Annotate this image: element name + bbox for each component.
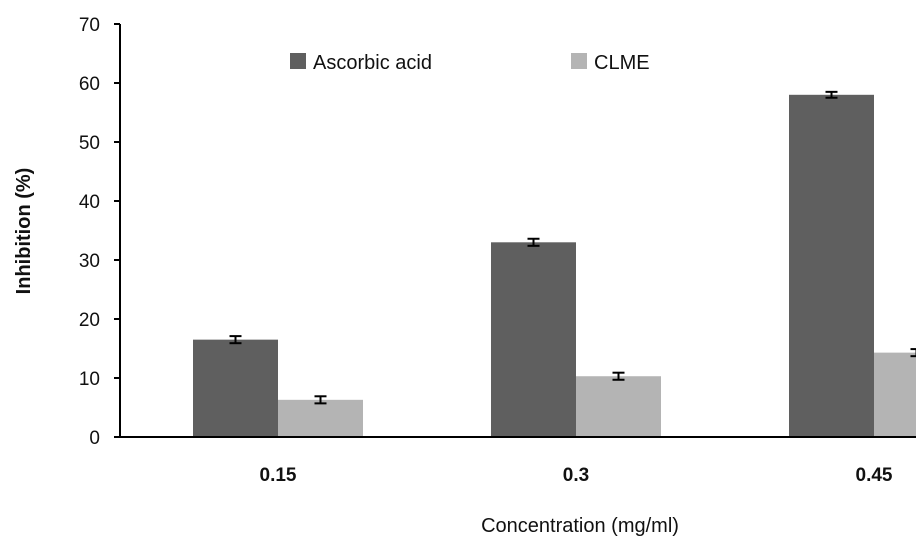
legend-label: CLME bbox=[594, 52, 650, 74]
x-axis-labels: 0.15 0.3 0.45 bbox=[260, 465, 893, 486]
x-tick-label: 0.15 bbox=[260, 465, 297, 486]
error-bar-ascorbic-acid-0.3 bbox=[527, 237, 540, 247]
bar-clme-0.45 bbox=[874, 352, 916, 437]
y-tick-label: 0 bbox=[89, 428, 100, 449]
error-bar-clme-0.3 bbox=[612, 371, 625, 381]
legend-item-clme: CLME bbox=[571, 52, 650, 74]
legend-swatch bbox=[571, 53, 587, 69]
error-bar-group bbox=[229, 90, 916, 405]
legend-label: Ascorbic acid bbox=[313, 52, 432, 74]
error-bar-ascorbic-acid-0.45 bbox=[825, 90, 838, 99]
bar-group bbox=[193, 94, 916, 438]
y-tick-label: 50 bbox=[79, 133, 100, 154]
y-tick-label: 70 bbox=[79, 15, 100, 36]
y-tick-label: 40 bbox=[79, 192, 100, 213]
y-tick-label: 10 bbox=[79, 369, 100, 390]
y-tick-label: 30 bbox=[79, 251, 100, 272]
legend: Ascorbic acid CLME bbox=[290, 52, 650, 74]
error-bar-clme-0.15 bbox=[314, 395, 327, 405]
error-bar-clme-0.45 bbox=[910, 348, 916, 358]
y-axis-ticks: 0 10 20 30 40 50 60 70 bbox=[79, 15, 120, 449]
x-axis-title: Concentration (mg/ml) bbox=[481, 515, 679, 537]
bar-ascorbic-acid-0.45 bbox=[789, 94, 874, 438]
y-tick-label: 20 bbox=[79, 310, 100, 331]
bar-clme-0.15 bbox=[278, 399, 363, 437]
bar-ascorbic-acid-0.15 bbox=[193, 339, 278, 437]
x-tick-label: 0.3 bbox=[563, 465, 589, 486]
bar-ascorbic-acid-0.3 bbox=[491, 242, 576, 437]
bar-clme-0.3 bbox=[576, 376, 661, 437]
error-bar-ascorbic-acid-0.15 bbox=[229, 335, 242, 345]
legend-swatch bbox=[290, 53, 306, 69]
y-tick-label: 60 bbox=[79, 74, 100, 95]
y-axis-title: Inhibition (%) bbox=[13, 168, 35, 295]
legend-item-ascorbic-acid: Ascorbic acid bbox=[290, 52, 432, 74]
x-tick-label: 0.45 bbox=[856, 465, 893, 486]
